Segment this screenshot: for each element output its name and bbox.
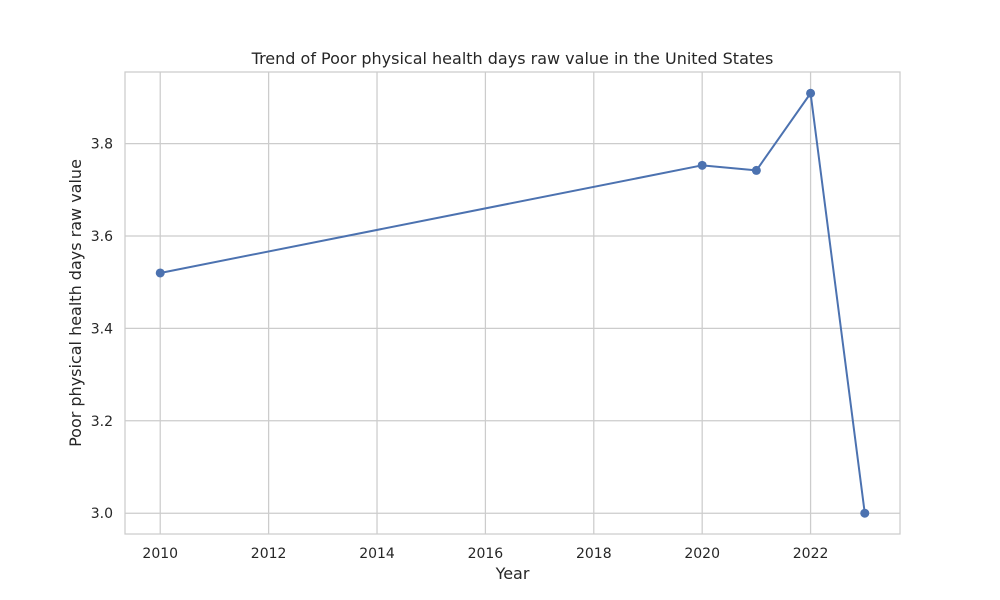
grid-layer (125, 72, 900, 534)
x-tick-label: 2018 (576, 546, 612, 562)
x-axis-label: Year (495, 564, 530, 583)
x-tick-label: 2012 (251, 546, 287, 562)
y-tick-label: 3.2 (91, 414, 113, 430)
y-tick-label: 3.0 (91, 506, 113, 522)
data-point (155, 268, 165, 278)
y-axis-label: Poor physical health days raw value (66, 159, 85, 447)
x-tick-label: 2016 (468, 546, 504, 562)
data-point (751, 165, 761, 175)
x-tick-label: 2014 (359, 546, 395, 562)
y-tick-label: 3.8 (91, 137, 113, 153)
chart-title: Trend of Poor physical health days raw v… (251, 49, 774, 68)
data-point (697, 160, 707, 170)
x-tick-label: 2020 (684, 546, 720, 562)
y-tick-label: 3.4 (91, 321, 113, 337)
data-point (860, 508, 870, 518)
series-line (160, 92, 866, 514)
tick-label-layer: 2010 2012 2014 2016 2018 2020 2022 3.0 3.2 3.4 3.6… (91, 137, 829, 562)
y-tick-label: 3.6 (91, 229, 113, 245)
data-point (806, 88, 816, 98)
x-tick-label: 2022 (793, 546, 829, 562)
x-tick-label: 2010 (142, 546, 178, 562)
series-layer (155, 88, 870, 518)
plot-frame (124, 71, 901, 535)
